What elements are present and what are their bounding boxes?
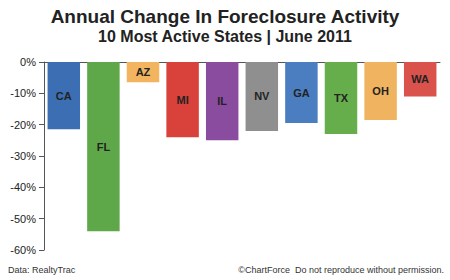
- svg-text:0%: 0%: [20, 56, 36, 68]
- svg-text:NV: NV: [254, 90, 270, 102]
- svg-text:TX: TX: [334, 92, 349, 104]
- svg-text:FL: FL: [97, 141, 111, 153]
- svg-text:GA: GA: [293, 87, 310, 99]
- svg-text:-20%: -20%: [10, 119, 36, 131]
- svg-text:-30%: -30%: [10, 150, 36, 162]
- svg-text:Annual Change In Foreclosure A: Annual Change In Foreclosure Activity: [51, 6, 400, 27]
- svg-text:AZ: AZ: [136, 66, 151, 78]
- svg-text:CA: CA: [56, 90, 72, 102]
- svg-text:-40%: -40%: [10, 181, 36, 193]
- svg-text:-60%: -60%: [10, 244, 36, 256]
- svg-text:WA: WA: [411, 73, 429, 85]
- svg-text:10 Most Active States | June 2: 10 Most Active States | June 2011: [98, 28, 352, 45]
- svg-text:OH: OH: [372, 85, 389, 97]
- svg-text:©ChartForce Do not reproduce: ©ChartForce Do not reproduce without per…: [238, 265, 444, 275]
- svg-text:Data: RealtyTrac: Data: RealtyTrac: [8, 265, 76, 275]
- svg-text:IL: IL: [217, 95, 227, 107]
- svg-text:-50%: -50%: [10, 213, 36, 225]
- svg-text:MI: MI: [176, 94, 188, 106]
- svg-text:-10%: -10%: [10, 87, 36, 99]
